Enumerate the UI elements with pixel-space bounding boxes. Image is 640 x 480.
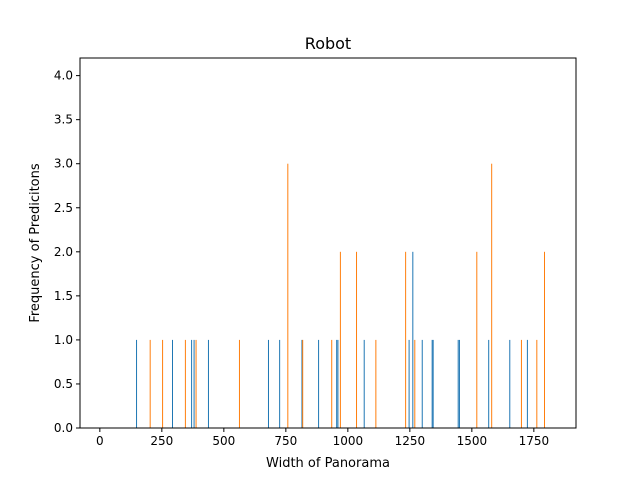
y-tick-label: 3.0 [54,157,73,171]
x-axis-ticks: 0 250 500 750 1000 1250 1500 1750 [96,428,549,448]
bar-series1-13 [412,251,414,428]
bar-series2-5 [287,163,289,428]
bar-series2-2 [184,339,186,428]
bar-series2-10 [375,339,377,428]
bar-series2-4 [238,339,240,428]
y-tick-label: 0.0 [54,421,73,435]
x-tick-label: 500 [212,434,235,448]
bar-series2-17 [544,251,545,428]
bar-series2-7 [331,339,333,428]
bar-series1-4 [207,339,209,428]
bar-series2-1 [162,339,164,428]
bar-series2-16 [536,339,538,428]
bar-series1-7 [301,339,303,428]
y-axis-label: Frequency of Predicitons [28,163,43,323]
bar-series1-10 [337,339,339,428]
bar-series2-0 [149,339,151,428]
bar-series1-0 [136,339,138,428]
y-tick-label: 2.0 [54,245,73,259]
y-tick-label: 3.5 [54,113,73,127]
bar-series1-5 [267,339,269,428]
bar-series2-6 [302,339,304,428]
y-tick-label: 1.5 [54,289,73,303]
bar-series1-8 [318,339,320,428]
bar-series2-13 [476,251,478,428]
x-tick-label: 0 [96,434,104,448]
bar-series2-11 [405,251,407,428]
x-tick-label: 1250 [395,434,426,448]
bar-series1-15 [431,339,433,428]
chart-title: Robot [305,34,351,53]
bar-series1-17 [457,339,459,428]
bar-series2-9 [356,251,358,428]
bar-series2-3 [195,339,197,428]
x-tick-label: 1750 [519,434,550,448]
bar-series2-8 [339,251,341,428]
x-tick-label: 250 [150,434,173,448]
bar-series1-9 [336,339,338,428]
plot-frame [79,57,577,429]
bar-series1-11 [363,339,365,428]
x-axis-label: Width of Panorama [266,456,390,471]
y-axis-ticks: 0.0 0.5 1.0 1.5 2.0 2.5 3.0 3.5 4.0 [54,69,80,435]
bar-series2-15 [520,339,522,428]
bar-series1-1 [172,339,173,428]
bar-series1-20 [509,339,511,428]
bar-series1-2 [191,339,193,428]
x-tick-label: 750 [274,434,297,448]
bars-layer [136,163,545,428]
y-tick-label: 0.5 [54,377,73,391]
bar-series1-6 [279,339,281,428]
y-tick-label: 4.0 [54,69,73,83]
bar-series1-18 [458,339,460,428]
bar-series1-14 [421,339,423,428]
bar-series1-21 [526,339,528,428]
bar-series2-14 [491,163,493,428]
bar-series2-12 [414,339,416,428]
x-tick-label: 1000 [333,434,364,448]
bar-series1-19 [488,339,490,428]
bar-series1-3 [193,339,195,428]
bar-series1-12 [408,339,410,428]
x-tick-label: 1500 [457,434,488,448]
y-tick-label: 1.0 [54,333,73,347]
y-tick-label: 2.5 [54,201,73,215]
bar-series1-16 [432,339,434,428]
